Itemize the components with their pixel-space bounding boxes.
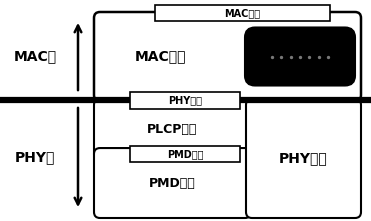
Text: PMD子层: PMD子层 (149, 177, 196, 190)
FancyBboxPatch shape (94, 12, 361, 101)
FancyBboxPatch shape (245, 27, 355, 86)
Text: MAC子层: MAC子层 (134, 50, 186, 63)
Text: PHY管理: PHY管理 (279, 152, 328, 166)
Text: PMD接口: PMD接口 (167, 149, 203, 159)
FancyBboxPatch shape (130, 146, 240, 162)
FancyBboxPatch shape (130, 91, 240, 109)
Text: PHY层: PHY层 (15, 151, 55, 164)
FancyBboxPatch shape (94, 148, 251, 218)
Text: PHY接口: PHY接口 (168, 95, 202, 105)
FancyBboxPatch shape (155, 5, 330, 21)
Text: PLCP子层: PLCP子层 (147, 123, 198, 136)
Text: MAC层: MAC层 (13, 50, 56, 63)
FancyBboxPatch shape (94, 99, 251, 160)
Text: MAC接口: MAC接口 (224, 8, 260, 18)
FancyBboxPatch shape (246, 99, 361, 218)
